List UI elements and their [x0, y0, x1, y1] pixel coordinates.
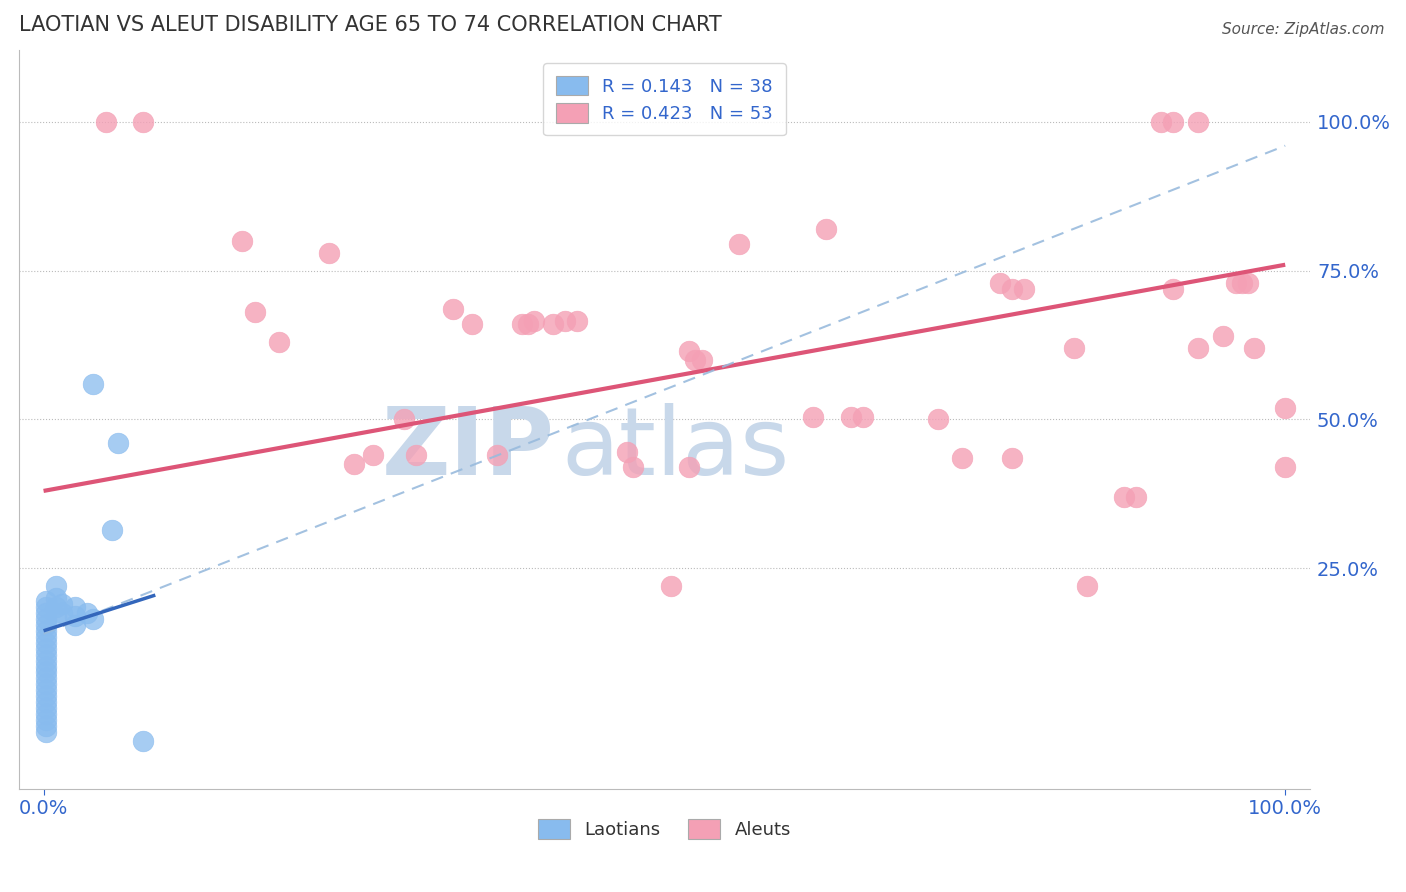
Point	[621, 460, 644, 475]
Text: Source: ZipAtlas.com: Source: ZipAtlas.com	[1222, 22, 1385, 37]
Point	[35, 665, 58, 680]
Point	[1274, 401, 1296, 415]
Point	[107, 436, 129, 450]
Point	[927, 412, 949, 426]
Point	[76, 606, 98, 620]
Point	[839, 409, 862, 424]
Point	[35, 725, 58, 739]
Point	[45, 599, 67, 614]
Point	[1274, 460, 1296, 475]
Point	[35, 641, 58, 656]
Point	[35, 599, 58, 614]
Point	[231, 234, 253, 248]
Point	[1243, 341, 1265, 355]
Point	[852, 409, 875, 424]
Point	[101, 523, 124, 537]
Point	[35, 719, 58, 733]
Point	[35, 677, 58, 691]
Point	[728, 236, 751, 251]
Point	[35, 683, 58, 698]
Point	[554, 314, 576, 328]
Point	[94, 115, 117, 129]
Point	[1150, 115, 1173, 129]
Point	[269, 335, 291, 350]
Point	[243, 305, 266, 319]
Point	[35, 707, 58, 722]
Text: atlas: atlas	[561, 403, 789, 495]
Point	[685, 353, 707, 368]
Point	[567, 314, 589, 328]
Point	[1001, 281, 1024, 295]
Point	[51, 606, 73, 620]
Point	[51, 597, 73, 611]
Point	[45, 579, 67, 593]
Point	[392, 412, 415, 426]
Point	[35, 659, 58, 673]
Point	[35, 672, 58, 686]
Point	[1112, 490, 1135, 504]
Point	[1237, 276, 1260, 290]
Point	[35, 713, 58, 727]
Point	[516, 318, 538, 332]
Point	[803, 409, 825, 424]
Point	[45, 608, 67, 623]
Point	[616, 445, 638, 459]
Point	[690, 353, 713, 368]
Point	[35, 594, 58, 608]
Point	[35, 624, 58, 638]
Point	[1063, 341, 1085, 355]
Point	[132, 734, 155, 748]
Point	[63, 617, 86, 632]
Point	[678, 344, 700, 359]
Point	[1225, 276, 1247, 290]
Point	[1187, 115, 1209, 129]
Point	[35, 690, 58, 704]
Text: LAOTIAN VS ALEUT DISABILITY AGE 65 TO 74 CORRELATION CHART: LAOTIAN VS ALEUT DISABILITY AGE 65 TO 74…	[18, 15, 721, 35]
Text: ZIP: ZIP	[382, 403, 554, 495]
Point	[461, 318, 484, 332]
Point	[35, 612, 58, 626]
Point	[35, 695, 58, 709]
Point	[950, 451, 973, 466]
Point	[1125, 490, 1147, 504]
Point	[1076, 579, 1098, 593]
Point	[35, 606, 58, 620]
Point	[1187, 341, 1209, 355]
Point	[541, 318, 564, 332]
Point	[132, 115, 155, 129]
Point	[405, 448, 427, 462]
Point	[35, 636, 58, 650]
Point	[1001, 451, 1024, 466]
Point	[35, 701, 58, 715]
Point	[678, 460, 700, 475]
Point	[63, 608, 86, 623]
Point	[814, 222, 837, 236]
Point	[361, 448, 384, 462]
Point	[988, 276, 1011, 290]
Legend: Laotians, Aleuts: Laotians, Aleuts	[530, 812, 799, 846]
Point	[82, 376, 104, 391]
Point	[1163, 115, 1185, 129]
Point	[318, 245, 340, 260]
Point	[35, 617, 58, 632]
Point	[510, 318, 533, 332]
Point	[35, 648, 58, 662]
Point	[35, 654, 58, 668]
Point	[63, 599, 86, 614]
Point	[441, 302, 464, 317]
Point	[343, 457, 366, 471]
Point	[1163, 281, 1185, 295]
Point	[82, 612, 104, 626]
Point	[1212, 329, 1234, 343]
Point	[1014, 281, 1036, 295]
Point	[485, 448, 508, 462]
Point	[1230, 276, 1253, 290]
Point	[659, 579, 682, 593]
Point	[523, 314, 546, 328]
Point	[45, 591, 67, 605]
Point	[35, 630, 58, 644]
